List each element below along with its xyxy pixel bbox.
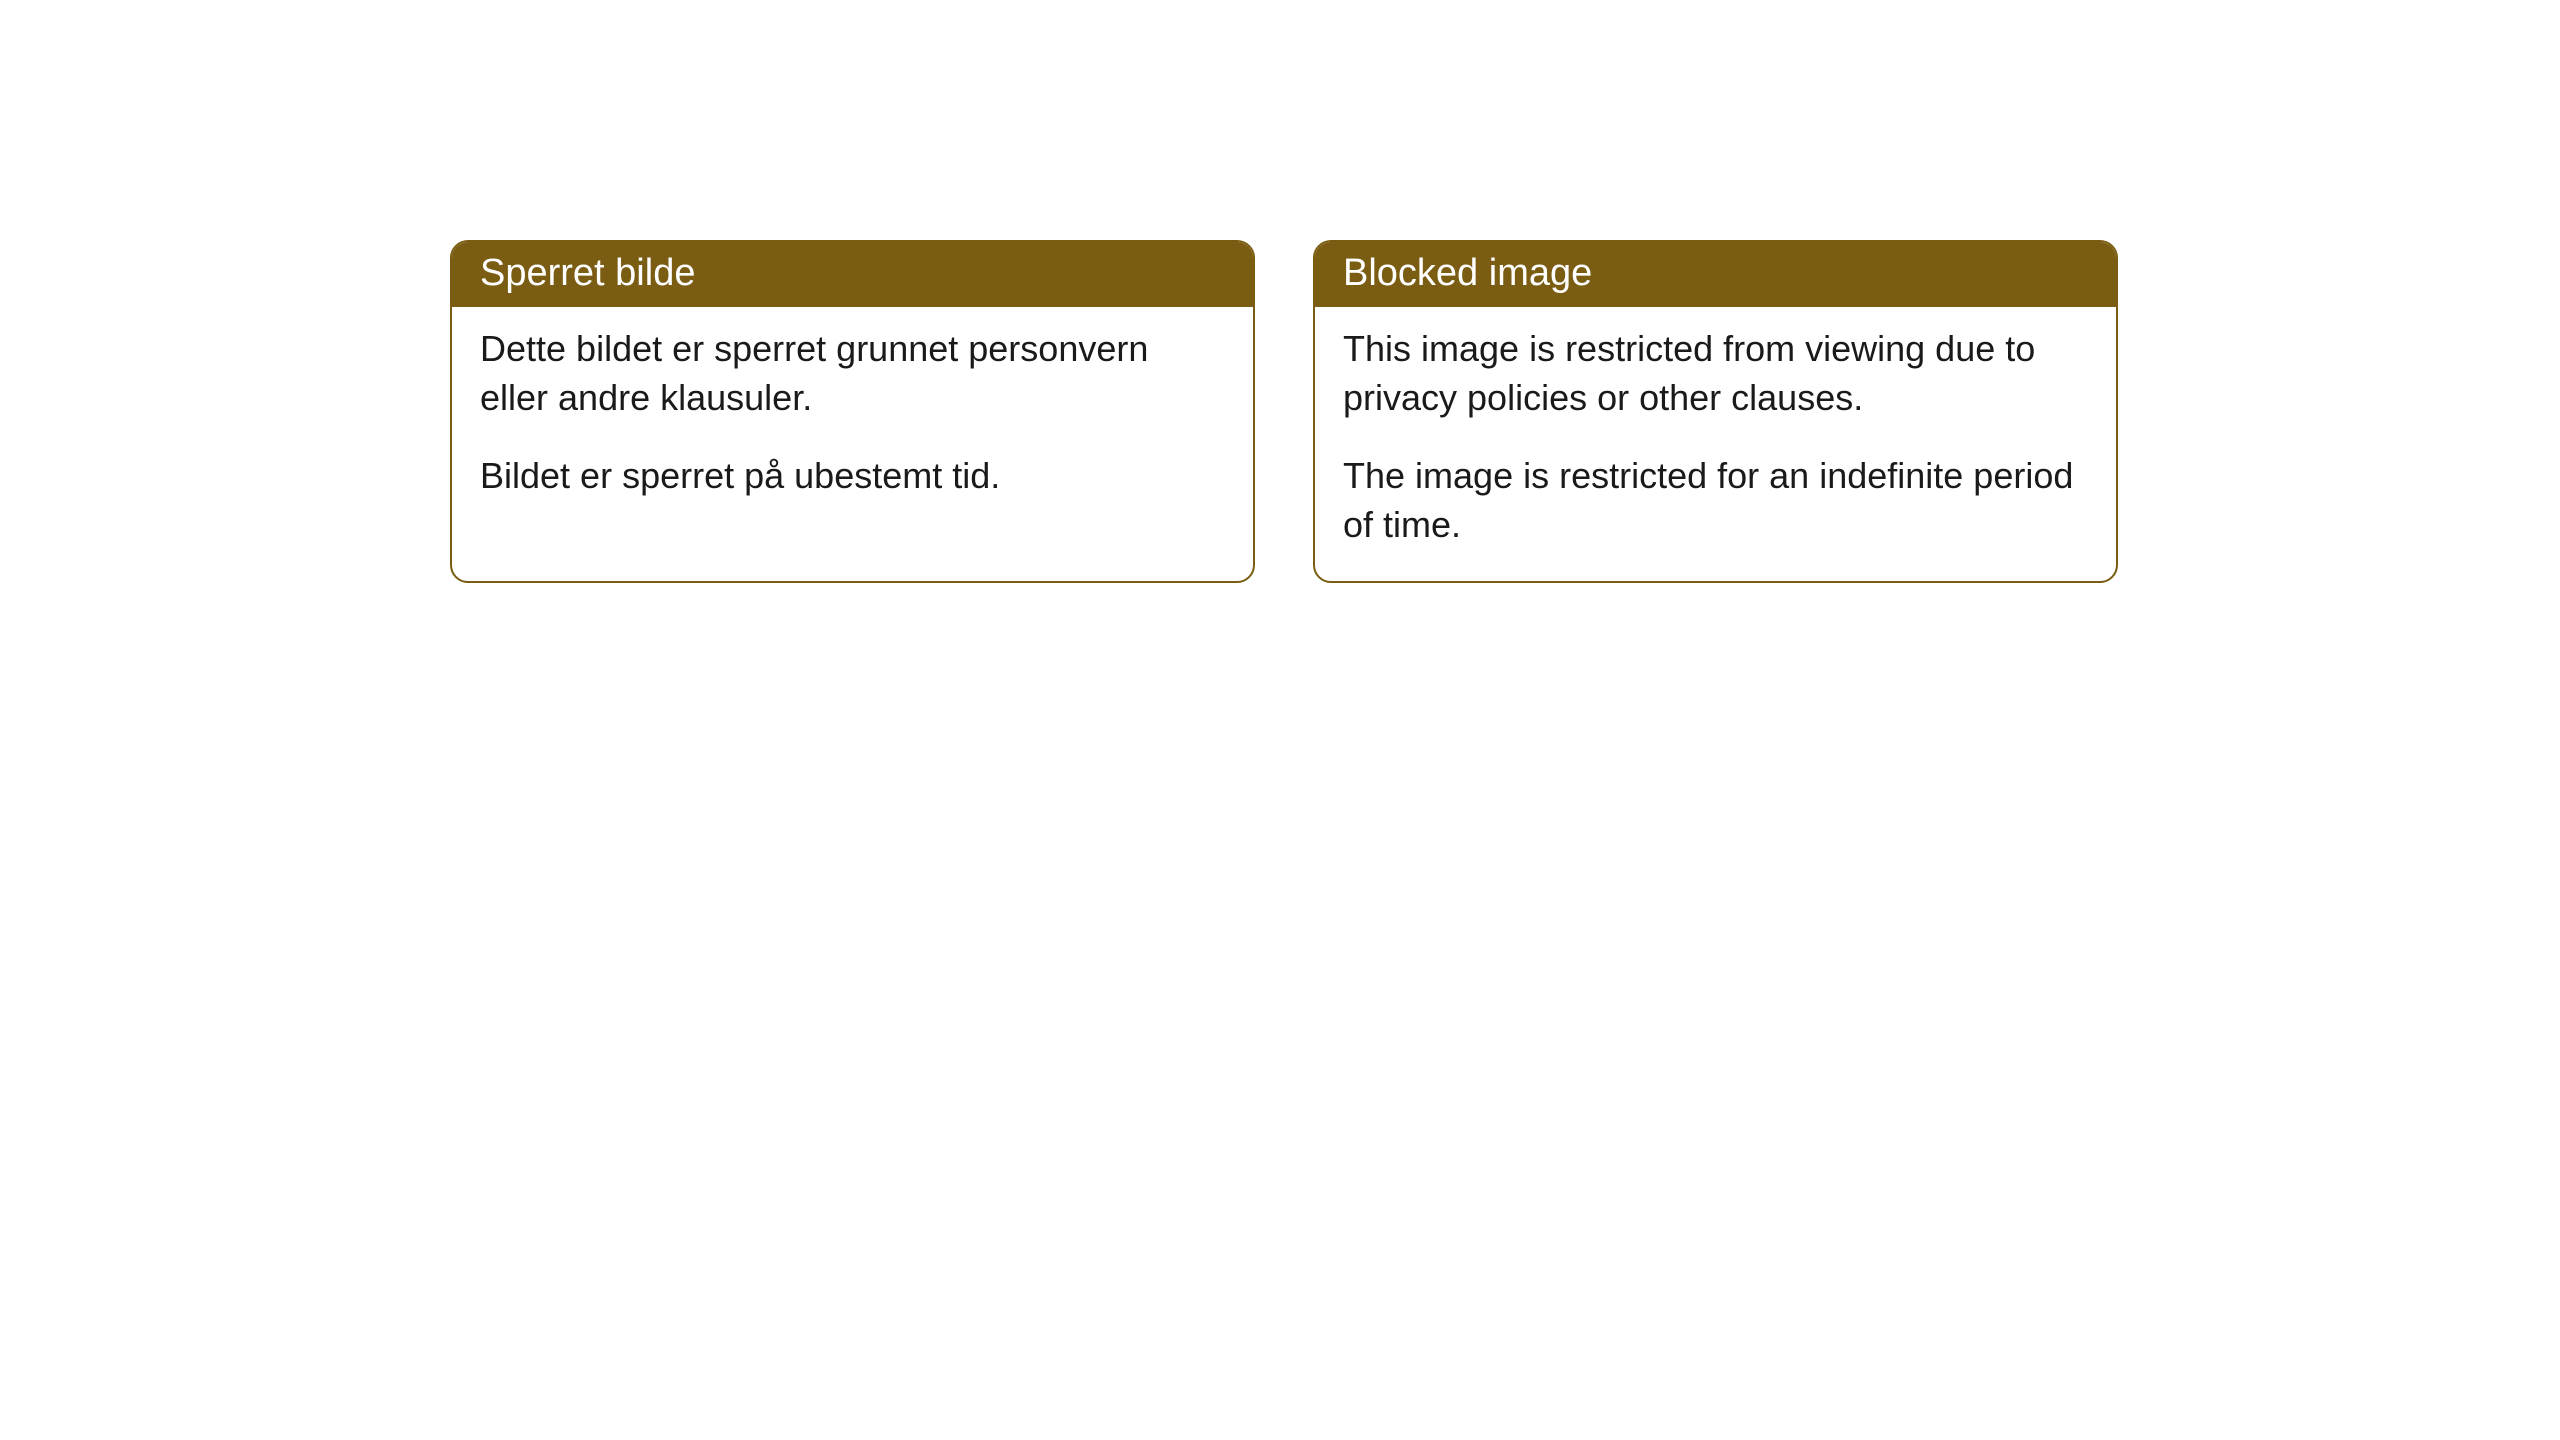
notice-container: Sperret bilde Dette bildet er sperret gr… bbox=[450, 240, 2118, 583]
notice-header: Blocked image bbox=[1315, 242, 2116, 307]
notice-paragraph: This image is restricted from viewing du… bbox=[1343, 325, 2088, 422]
notice-paragraph: The image is restricted for an indefinit… bbox=[1343, 452, 2088, 549]
notice-header: Sperret bilde bbox=[452, 242, 1253, 307]
notice-body: Dette bildet er sperret grunnet personve… bbox=[452, 307, 1253, 533]
notice-title: Sperret bilde bbox=[480, 252, 695, 294]
notice-box-norwegian: Sperret bilde Dette bildet er sperret gr… bbox=[450, 240, 1255, 583]
notice-paragraph: Bildet er sperret på ubestemt tid. bbox=[480, 452, 1225, 501]
notice-title: Blocked image bbox=[1343, 252, 1592, 294]
notice-paragraph: Dette bildet er sperret grunnet personve… bbox=[480, 325, 1225, 422]
notice-box-english: Blocked image This image is restricted f… bbox=[1313, 240, 2118, 583]
notice-body: This image is restricted from viewing du… bbox=[1315, 307, 2116, 581]
